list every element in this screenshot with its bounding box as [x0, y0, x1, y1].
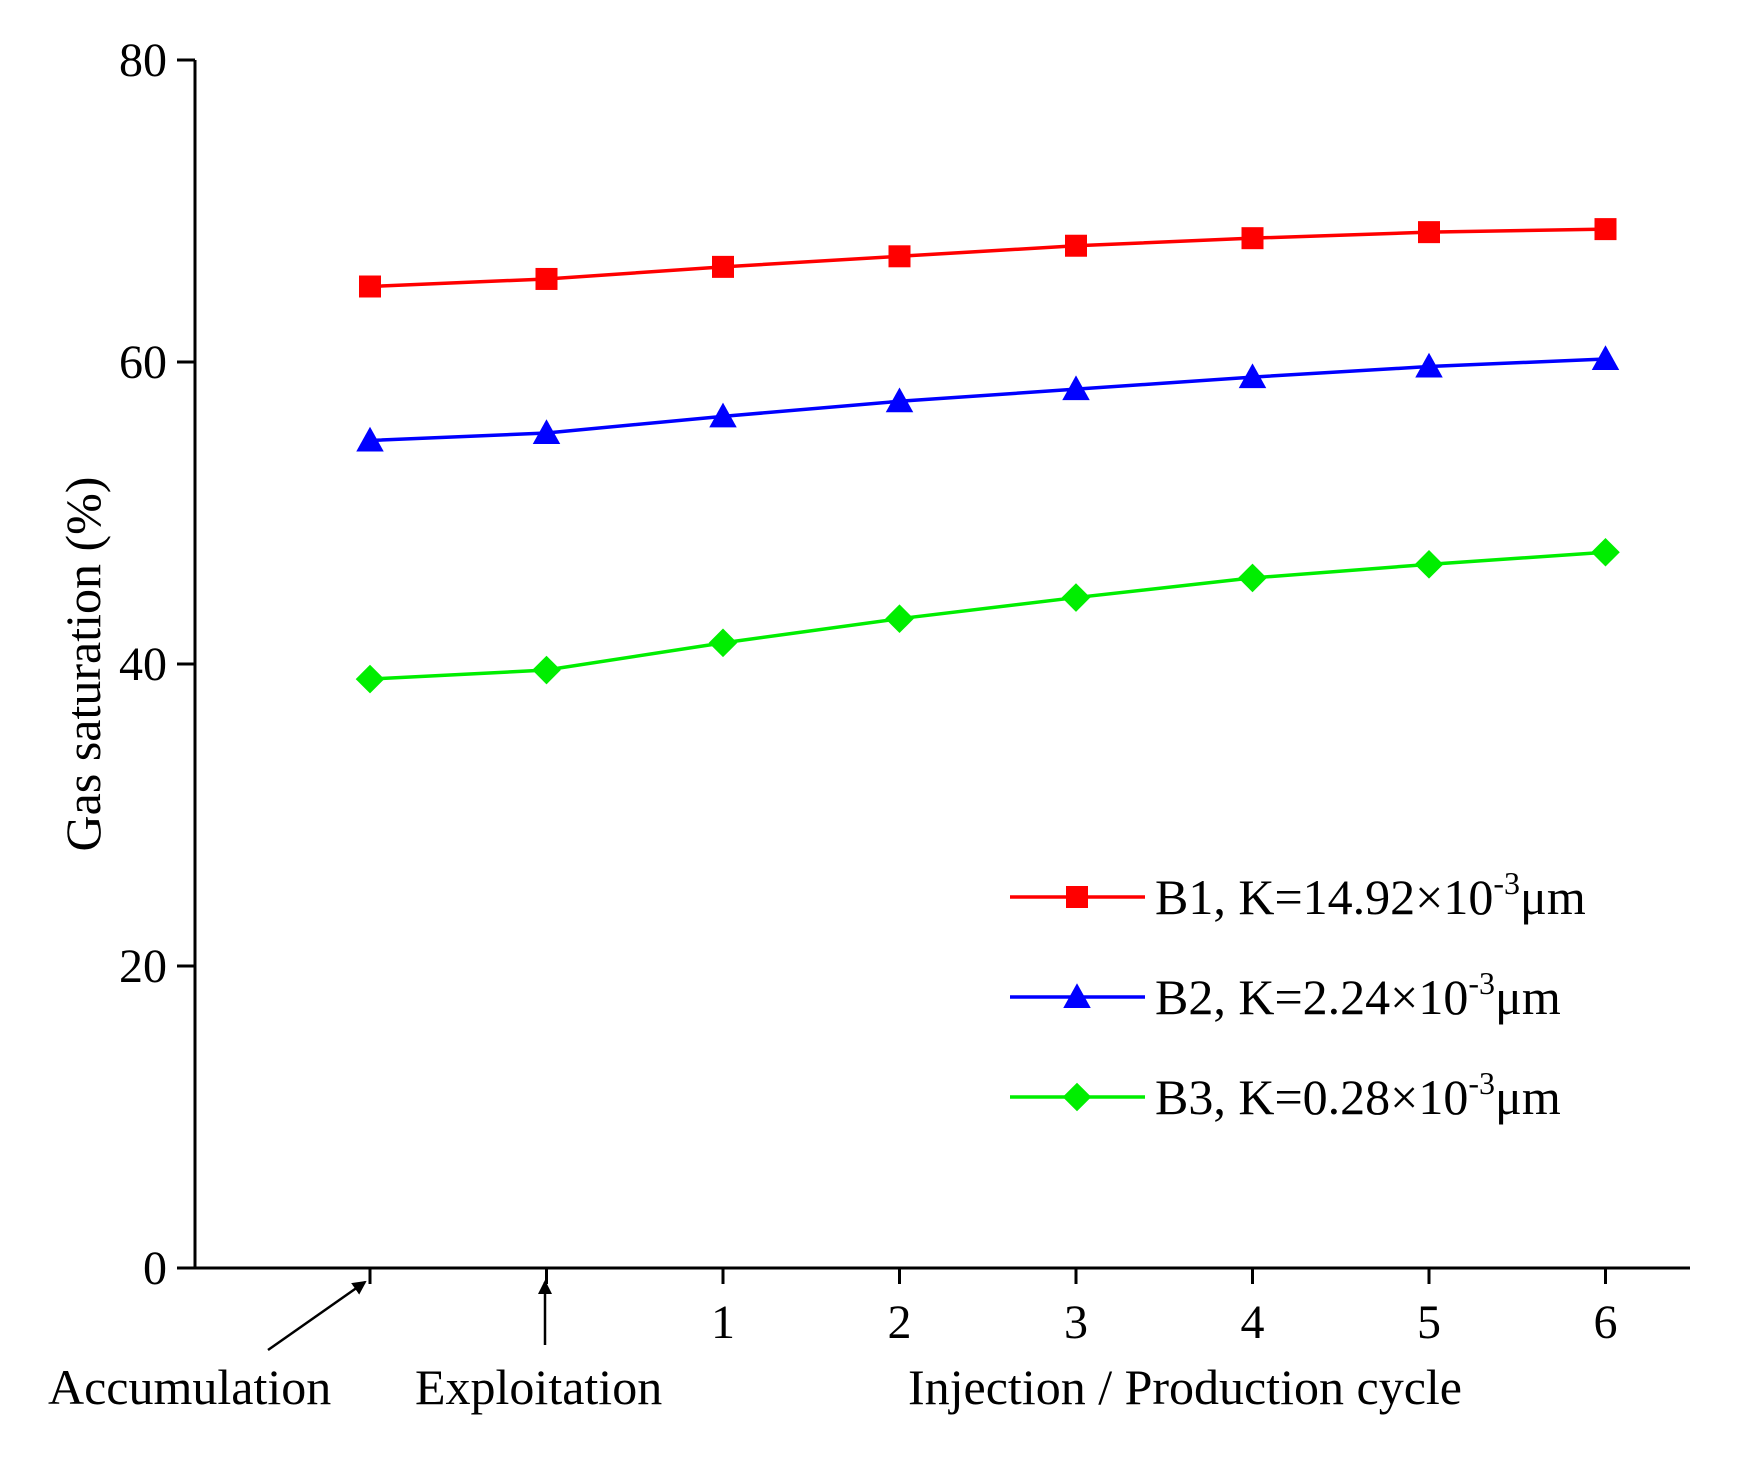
legend-marker: [1062, 1082, 1092, 1112]
x-annotation-accumulation: Accumulation: [48, 1359, 331, 1415]
series-1: [359, 218, 1617, 298]
x-tick-label: 2: [888, 1296, 912, 1349]
series-3-point: [1061, 583, 1091, 612]
y-tick-label: 40: [119, 638, 167, 691]
series-3: [355, 537, 1620, 694]
legend-label-superscript: -3: [1493, 865, 1520, 901]
series-2-point: [1415, 352, 1443, 378]
legend-label-unit: μm: [1520, 869, 1586, 925]
x-ticks: 1 2 3 4 5 6: [368, 1268, 1618, 1349]
x-tick-label: 5: [1417, 1296, 1441, 1349]
series-1-point: [888, 245, 911, 268]
legend-label-unit: μm: [1495, 1069, 1561, 1125]
x-tick-label: 1: [711, 1296, 735, 1349]
series-3-line: [369, 550, 1606, 681]
legend-label-name: B1, K=14.92×10: [1155, 869, 1493, 925]
series-1-point: [1418, 221, 1440, 244]
legend-label-name: B3, K=0.28×10: [1155, 1069, 1468, 1125]
y-tick-label: 80: [119, 34, 167, 87]
series-2-line: [369, 357, 1606, 443]
legend-label-superscript: -3: [1468, 1065, 1495, 1101]
legend-item-1: B1, K=14.92×10-3μm: [1010, 865, 1586, 925]
legend-label-name: B2, K=2.24×10: [1155, 969, 1468, 1025]
series-3-point: [355, 664, 385, 694]
legend-marker: [1063, 983, 1091, 1008]
series-2: [356, 345, 1620, 452]
x-tick-label: 6: [1594, 1296, 1618, 1349]
series-2-point: [709, 402, 737, 428]
x-axis-title: Injection / Production cycle: [908, 1359, 1462, 1415]
y-tick-label: 60: [119, 336, 167, 389]
accumulation-arrow: [267, 1280, 367, 1352]
legend-label-unit: μm: [1495, 969, 1561, 1025]
legend-item-2: B2, K=2.24×10-3μm: [1010, 965, 1561, 1025]
series-1-point: [1241, 227, 1264, 250]
series-3-point: [1238, 563, 1267, 593]
legend-label: B1, K=14.92×10-3μm: [1155, 865, 1586, 925]
series-2-point: [1238, 363, 1267, 389]
series-1-point: [1594, 218, 1617, 241]
x-tick-label: 4: [1241, 1296, 1265, 1349]
series-3-point: [532, 655, 561, 685]
legend-label: B3, K=0.28×10-3μm: [1155, 1065, 1561, 1125]
legend-label: B2, K=2.24×10-3μm: [1155, 965, 1561, 1025]
legend-label-superscript: -3: [1468, 965, 1495, 1001]
legend-item-3: B3, K=0.28×10-3μm: [1010, 1065, 1561, 1125]
legend-marker: [1066, 886, 1088, 908]
series-3-point: [1591, 537, 1620, 567]
series-3-point: [1414, 550, 1444, 579]
y-ticks: 0 20 40 60 80: [119, 34, 195, 1295]
series-1-line: [369, 227, 1606, 289]
series-1-point: [535, 267, 558, 290]
series-1-point: [712, 255, 734, 278]
series-1-point: [359, 275, 381, 298]
y-tick-label: 20: [119, 940, 167, 993]
series-2-point: [885, 387, 914, 413]
series-3-point: [708, 628, 738, 658]
series-1-point: [1065, 234, 1087, 257]
x-tick-label: 3: [1064, 1296, 1088, 1349]
x-annotation-exploitation: Exploitation: [415, 1359, 662, 1415]
series-2-point: [356, 426, 384, 452]
y-tick-label: 0: [143, 1242, 167, 1295]
series-3-point: [885, 604, 914, 633]
y-axis-title: Gas saturation (%): [55, 477, 111, 852]
series-2-point: [532, 419, 561, 444]
series-2-point: [1062, 375, 1090, 401]
series-layer: [355, 218, 1620, 694]
series-2-point: [1591, 345, 1620, 370]
